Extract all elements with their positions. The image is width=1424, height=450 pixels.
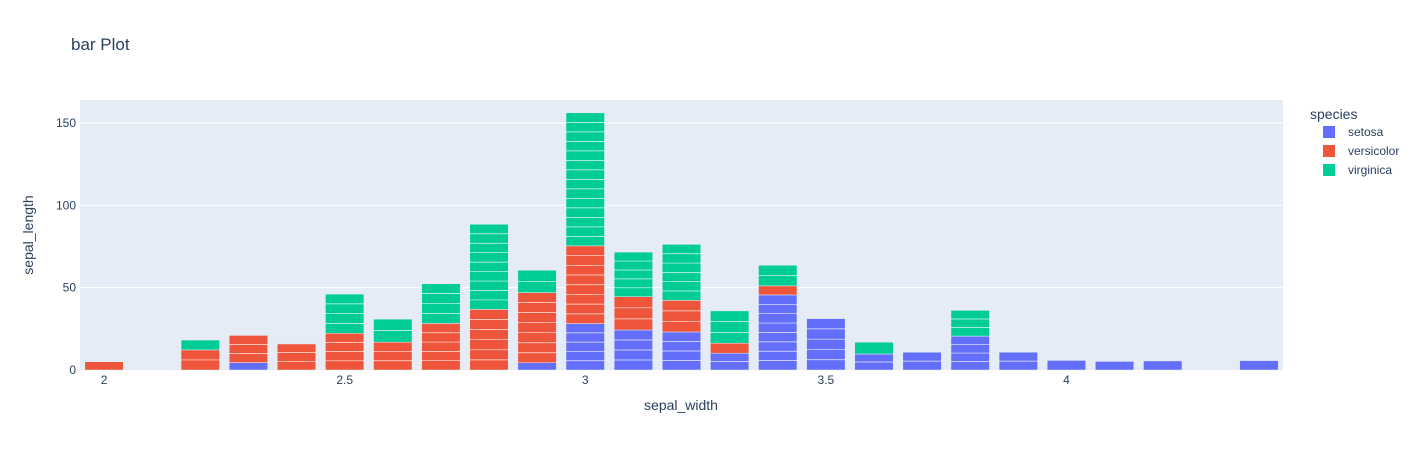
bar-versicolor: [710, 342, 750, 354]
legend-label-setosa: setosa: [1348, 125, 1384, 139]
legend-swatch-versicolor: [1323, 145, 1335, 157]
legend-label-versicolor: versicolor: [1348, 144, 1399, 158]
axes: 0 50 100 150 2 2.5 3 3.5 4: [56, 116, 1070, 387]
bar-versicolor: [517, 292, 557, 364]
bar-setosa: [806, 318, 846, 371]
bar-setosa: [1095, 361, 1135, 371]
bar-versicolor: [228, 335, 268, 363]
bar-setosa: [228, 362, 268, 371]
bar-versicolor: [758, 285, 798, 296]
legend-items[interactable]: setosa versicolor virginica: [1323, 125, 1399, 177]
bar-versicolor: [421, 323, 461, 371]
x-tick-label: 2: [101, 373, 108, 387]
y-tick-label: 0: [69, 363, 76, 377]
y-tick-label: 50: [63, 281, 77, 295]
bar-setosa: [1046, 360, 1086, 371]
x-tick-label: 4: [1063, 373, 1070, 387]
y-tick-label: 100: [56, 198, 76, 212]
bar-versicolor: [84, 361, 124, 371]
bar-setosa: [517, 362, 557, 371]
x-tick-label: 3: [582, 373, 589, 387]
bar-setosa: [1143, 360, 1183, 371]
legend-item-versicolor[interactable]: versicolor: [1323, 144, 1399, 158]
bar-virginica: [710, 310, 750, 344]
legend[interactable]: species setosa versicolor virginica: [1310, 106, 1399, 177]
bar-versicolor: [613, 296, 653, 331]
bar-versicolor: [373, 341, 413, 371]
legend-title: species: [1310, 106, 1357, 122]
legend-swatch-setosa: [1323, 126, 1335, 138]
chart-title: bar Plot: [71, 35, 130, 54]
bar-virginica: [180, 339, 220, 351]
x-tick-label: 3.5: [818, 373, 835, 387]
bar-versicolor: [277, 343, 317, 371]
y-tick-label: 150: [56, 116, 76, 130]
bar-virginica: [854, 341, 894, 355]
legend-item-setosa[interactable]: setosa: [1323, 125, 1384, 139]
legend-swatch-virginica: [1323, 164, 1335, 176]
bar-versicolor: [662, 300, 701, 333]
y-axis-title: sepal_length: [20, 195, 36, 274]
x-axis-title: sepal_width: [644, 397, 718, 413]
bar-setosa: [565, 323, 605, 371]
legend-item-virginica[interactable]: virginica: [1323, 163, 1392, 177]
bar-virginica: [950, 310, 990, 337]
bar-virginica: [613, 251, 653, 297]
legend-label-virginica: virginica: [1348, 163, 1392, 177]
bar-virginica: [469, 224, 509, 310]
bars: [84, 112, 1279, 371]
x-tick-label: 2.5: [336, 373, 353, 387]
bar-setosa: [1239, 360, 1279, 371]
